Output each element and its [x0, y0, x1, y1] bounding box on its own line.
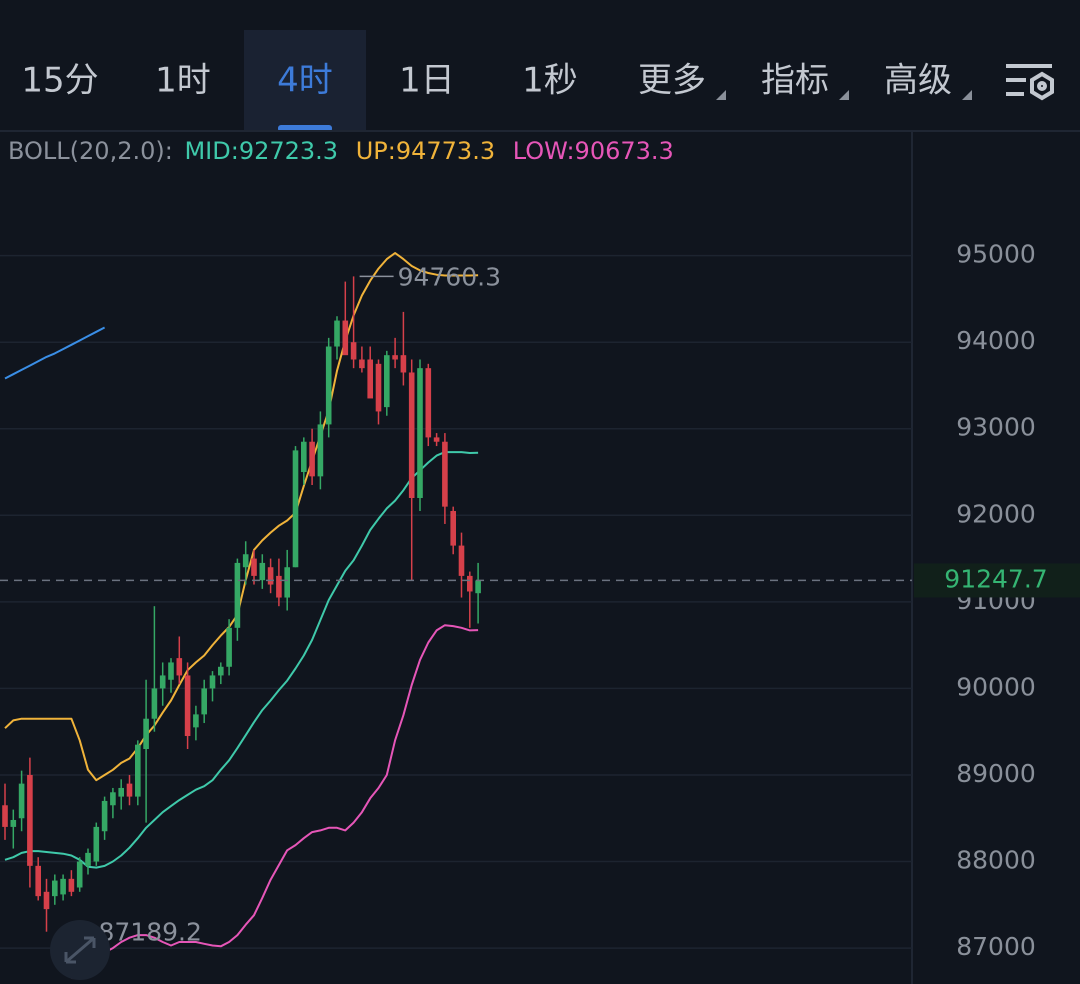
y-tick-label: 88000: [956, 846, 1036, 875]
candle-body: [226, 627, 232, 667]
boll-line: [4, 451, 479, 869]
candle-body: [110, 792, 116, 806]
candle-body: [367, 359, 373, 399]
y-tick-label: 94000: [956, 326, 1036, 355]
y-tick-label: 89000: [956, 759, 1036, 788]
y-tick-label: 93000: [956, 413, 1036, 442]
y-tick-label: 87000: [956, 932, 1036, 961]
y-tick-label: 95000: [956, 240, 1036, 269]
candle-body: [10, 819, 17, 827]
candle-body: [392, 355, 398, 360]
candle-body: [267, 567, 274, 585]
min-label: 87189.2: [99, 918, 202, 947]
candle-body: [259, 562, 266, 581]
last-price-label: 91247.7: [944, 564, 1047, 593]
candle-body: [442, 441, 448, 507]
legend-entry: LOW:90673.3: [513, 137, 674, 165]
candle-body: [209, 675, 216, 689]
candle-body: [85, 852, 91, 866]
tab-bar: 15分 1时 4时 1日 1秒 更多 指标 高级: [21, 30, 952, 132]
candle-body: [433, 437, 440, 442]
candle-body: [18, 783, 25, 819]
candle-body: [325, 346, 332, 425]
candle-body: [359, 359, 365, 369]
trend-line: [4, 326, 106, 380]
candle-body: [458, 545, 465, 576]
candle-body: [135, 744, 141, 797]
candle-body: [68, 878, 75, 892]
legend-entry: UP:94773.3: [356, 137, 495, 165]
candle-body: [168, 662, 174, 680]
tab[interactable]: 15分: [21, 61, 98, 101]
candle-body: [242, 554, 249, 568]
candle-body: [475, 580, 481, 594]
candle-body: [184, 675, 191, 737]
candle-body: [408, 372, 415, 498]
candle-body: [234, 562, 241, 628]
candle-body: [151, 688, 158, 719]
zoom-button[interactable]: [50, 920, 110, 980]
candle-body: [27, 774, 33, 866]
candle-body: [417, 368, 423, 498]
candle-body: [43, 891, 50, 910]
dropdown-caret: [962, 90, 972, 100]
candle-body: [342, 320, 349, 356]
tab[interactable]: 更多: [638, 61, 706, 101]
dropdown-caret: [839, 90, 849, 100]
candle-body: [52, 880, 58, 897]
indicator-name: BOLL(20,2.0):: [8, 137, 173, 165]
y-tick-label: 92000: [956, 499, 1036, 528]
candle-body: [218, 666, 224, 676]
candle-body: [334, 320, 340, 347]
tab[interactable]: 1时: [155, 61, 211, 101]
candle-body: [143, 718, 149, 750]
boll-line: [70, 624, 479, 980]
plot: 91247.7 94760.3 87189.2: [0, 252, 1080, 980]
candle-body: [292, 450, 299, 568]
candle-body: [101, 800, 108, 832]
selected-tab-bg: [244, 30, 366, 131]
candle-body: [193, 714, 199, 728]
tab[interactable]: 1日: [399, 61, 455, 101]
legend-entry: MID:92723.3: [184, 137, 338, 165]
candle-body: [276, 575, 282, 598]
tab[interactable]: 指标: [761, 61, 829, 101]
dropdown-caret: [716, 90, 726, 100]
candle-body: [317, 424, 324, 477]
candle-body: [425, 368, 432, 438]
candle-body: [251, 558, 257, 576]
candle-body: [126, 783, 133, 797]
candle-body: [375, 363, 382, 412]
candle-body: [384, 355, 390, 408]
candle-body: [400, 355, 407, 373]
candle-body: [93, 826, 100, 862]
settings-icon[interactable]: [1006, 64, 1054, 101]
max-label: 94760.3: [398, 262, 501, 291]
tab[interactable]: 1秒: [522, 61, 578, 101]
candle-body: [350, 342, 357, 360]
candle-body: [450, 510, 456, 546]
tab[interactable]: 4时: [277, 61, 333, 101]
candle-body: [159, 675, 166, 689]
candle-body: [2, 805, 8, 827]
candle-body: [35, 865, 41, 897]
tab[interactable]: 高级: [884, 61, 952, 101]
candle-body: [118, 787, 124, 797]
candle-body: [309, 441, 315, 477]
boll-line: [4, 252, 479, 782]
last-price-box: [914, 563, 1080, 598]
indicator-legend: BOLL(20,2.0): MID:92723.3 UP:94773.3 LOW…: [8, 137, 674, 165]
candle-body: [301, 441, 307, 473]
candle-body: [60, 878, 66, 895]
y-tick-label: 90000: [956, 672, 1036, 701]
candle-body: [467, 575, 473, 592]
candle-body: [76, 861, 83, 888]
candle-body: [176, 658, 183, 676]
candle-body: [201, 688, 207, 715]
candle-body: [284, 567, 290, 598]
